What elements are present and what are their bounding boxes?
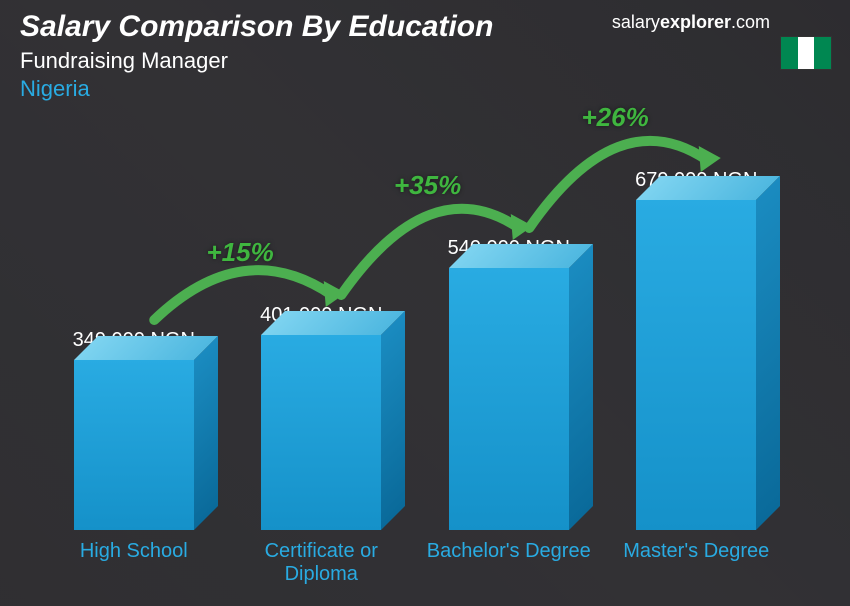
increase-label-0: +15% [207,237,274,268]
increase-label-2: +26% [582,102,649,133]
bar-side-face [381,311,405,530]
chart-subtitle: Fundraising Manager [20,48,493,74]
bar-category-2: Bachelor's Degree [427,540,591,588]
bar-front-face [74,360,194,530]
chart-title: Salary Comparison By Education [20,10,493,44]
bar-category-3: Master's Degree [623,540,769,588]
brand-logo: salaryexplorer.com [612,12,770,33]
chart-country: Nigeria [20,76,493,102]
flag-stripe-left [781,37,798,69]
bar-side-face [569,244,593,530]
flag-nigeria [780,36,832,70]
bar-side-face [756,176,780,530]
flag-stripe-right [814,37,831,69]
bar-category-1: Certificate or Diploma [236,540,406,588]
bar-category-0: High School [80,540,188,588]
flag-stripe-mid [798,37,815,69]
increase-label-1: +35% [394,170,461,201]
bar-front-face [636,200,756,530]
